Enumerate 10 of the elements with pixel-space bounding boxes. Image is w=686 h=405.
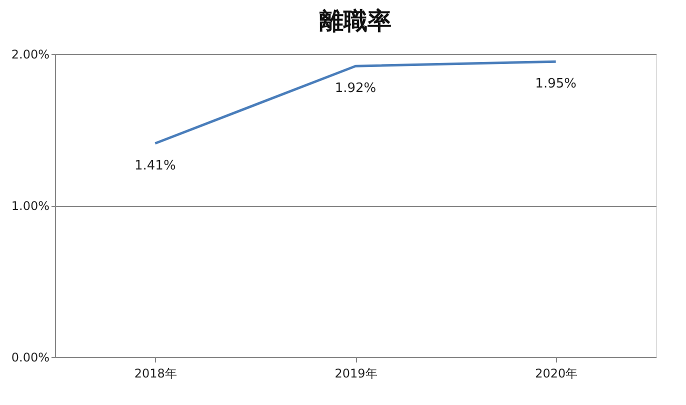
data-label: 1.92% xyxy=(334,81,376,96)
x-tick-label: 2020年 xyxy=(535,366,578,380)
y-tick-label: 0.00% xyxy=(11,350,50,364)
x-tick-label: 2019年 xyxy=(334,366,378,380)
x-tick-label: 2018年 xyxy=(134,366,177,380)
y-tick-label: 1.00% xyxy=(11,199,50,213)
chart-title: 離職率 xyxy=(318,7,392,35)
y-tick-label: 2.00% xyxy=(11,48,50,62)
data-label: 1.95% xyxy=(535,76,576,92)
data-label: 1.41% xyxy=(134,158,176,174)
